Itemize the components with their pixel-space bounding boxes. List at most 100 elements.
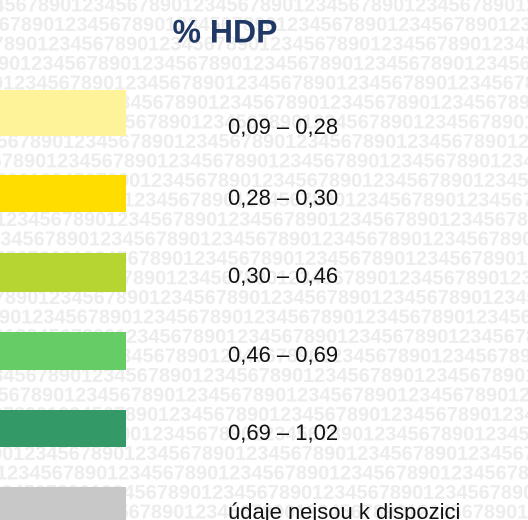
legend-title: % HDP xyxy=(173,13,278,49)
watermark-text: 1234567890 xyxy=(89,228,200,250)
watermark-text: 1234567890 xyxy=(311,228,422,250)
watermark-text: 1234567890 xyxy=(242,53,353,75)
watermark-text: 1234567890 xyxy=(312,482,423,504)
watermark-text: 1234567890 xyxy=(0,228,89,250)
watermark-text: 1234567890 xyxy=(260,287,371,309)
watermark-text: 1234567890 xyxy=(525,365,528,387)
watermark-text: 1234567890 xyxy=(217,209,328,231)
watermark-text: 1234567890 xyxy=(422,228,528,250)
watermark-text: 1234567890 xyxy=(234,189,345,211)
watermark-text: 1234567890 xyxy=(499,267,528,289)
legend-items: 0,09 – 0,28 0,28 – 0,30 0,30 – 0,46 0,46 – … xyxy=(0,90,460,520)
watermark-text: 1234567890 xyxy=(413,111,524,133)
watermark-text: 1234567890 xyxy=(218,462,329,484)
watermark-text: 1234567890 xyxy=(448,326,528,348)
watermark-text: 1234567890 xyxy=(37,33,148,55)
legend-swatch xyxy=(0,175,126,212)
watermark-text: 1234567890 xyxy=(209,345,320,367)
watermark-text: 1234567890 xyxy=(0,53,20,75)
watermark-text: 1234567890 xyxy=(491,404,528,426)
watermark-text: 1234567890 xyxy=(166,267,277,289)
watermark-text: 1234567890 xyxy=(46,150,157,172)
watermark-text: 1234567890 xyxy=(21,306,132,328)
watermark-text: 1234567890 xyxy=(294,248,405,270)
watermark-text: 1234567890 xyxy=(397,384,508,406)
watermark-text: 1234567890 xyxy=(0,209,106,231)
watermark-text: 1234567890 xyxy=(0,14,54,36)
watermark-text: 1234567890 xyxy=(482,287,528,309)
watermark-text: 1234567890 xyxy=(201,482,312,504)
watermark-text: 1234567890 xyxy=(405,248,516,270)
watermark-text: 1234567890 xyxy=(0,131,63,153)
watermark-text: 1234567890 xyxy=(13,443,124,465)
watermark-text: 1234567890 xyxy=(0,384,64,406)
watermark-text: 1234567890 xyxy=(362,170,473,192)
watermark-text: 1234567890 xyxy=(243,306,354,328)
watermark-text: 1234567890 xyxy=(371,287,482,309)
watermark-text: 1234567890 xyxy=(473,170,528,192)
watermark-text: 1234567890 xyxy=(192,365,303,387)
watermark-text: 1234567890 xyxy=(430,92,528,114)
watermark-text: 1234567890 xyxy=(149,287,260,309)
watermark-text: 1234567890 xyxy=(302,111,413,133)
watermark-text: 1234567890 xyxy=(235,443,346,465)
watermark-text: 1234567890 xyxy=(0,72,3,94)
legend-label: 0,28 – 0,30 xyxy=(228,185,338,210)
watermark-text: 1234567890 xyxy=(0,443,13,465)
watermark-text: 1234567890 xyxy=(295,501,406,520)
watermark-text: 1234567890 xyxy=(380,404,491,426)
watermark-text: 1234567890 xyxy=(20,53,131,75)
watermark-text: 1234567890 xyxy=(396,131,507,153)
watermark-text: 1234567890 xyxy=(0,365,81,387)
watermark-text: 1234567890 xyxy=(320,345,431,367)
watermark-text: 1234567890 xyxy=(114,72,225,94)
watermark-text: 1234567890 xyxy=(293,0,404,16)
watermark-text: 1234567890 xyxy=(0,33,37,55)
legend-swatch xyxy=(0,253,126,292)
watermark-text: 1234567890 xyxy=(54,14,165,36)
watermark-text: 1234567890 xyxy=(0,287,38,309)
watermark-text: 1234567890 xyxy=(0,306,21,328)
watermark-text: 1234567890 xyxy=(516,248,528,270)
watermark-text: 1234567890 xyxy=(447,72,528,94)
watermark-text: 1234567890 xyxy=(71,0,182,16)
watermark-text: 1234567890 xyxy=(515,0,528,16)
legend-label: údaje nejsou k dispozici xyxy=(228,499,460,520)
watermark-text: 1234567890 xyxy=(140,170,251,192)
watermark-text: 1234567890 xyxy=(268,150,379,172)
watermark-text: 1234567890 xyxy=(517,501,528,520)
watermark-text: 1234567890 xyxy=(226,326,337,348)
watermark-text: 1234567890 xyxy=(184,501,295,520)
watermark-text: 1234567890 xyxy=(508,384,528,406)
watermark-text: 1234567890 xyxy=(524,111,528,133)
watermark-text: 1234567890 xyxy=(498,14,528,36)
legend-label: 0,69 – 1,02 xyxy=(228,420,338,445)
watermark-text: 1234567890 xyxy=(353,53,464,75)
legend-swatch xyxy=(0,332,126,370)
legend-label: 0,30 – 0,46 xyxy=(228,263,338,288)
watermark-text: 1234567890 xyxy=(115,326,226,348)
watermark-text: 1234567890 xyxy=(106,209,217,231)
watermark-text: 1234567890 xyxy=(3,72,114,94)
legend-label: 0,46 – 0,69 xyxy=(228,342,338,367)
watermark-text: 1234567890 xyxy=(464,53,528,75)
watermark-text: 1234567890 xyxy=(336,72,447,94)
watermark-text: 1234567890 xyxy=(328,209,439,231)
watermark-text: 1234567890 xyxy=(200,228,311,250)
watermark-text: 1234567890 xyxy=(182,0,293,16)
watermark-text: 1234567890 xyxy=(0,0,71,16)
legend-swatch xyxy=(0,487,126,520)
watermark-text: 1234567890 xyxy=(439,209,528,231)
watermark-text: 1234567890 xyxy=(157,150,268,172)
watermark-text: 1234567890 xyxy=(174,131,285,153)
watermark-text: 1234567890 xyxy=(431,345,528,367)
watermark-text: 1234567890 xyxy=(457,443,528,465)
watermark-text: 1234567890 xyxy=(158,404,269,426)
watermark-text: 1234567890 xyxy=(0,150,46,172)
watermark-text: 1234567890 xyxy=(0,462,107,484)
watermark-text: 1234567890 xyxy=(363,423,474,445)
watermark-text: 1234567890 xyxy=(406,501,517,520)
watermark-text: 1234567890 xyxy=(354,306,465,328)
watermark-text: 1234567890 xyxy=(107,462,218,484)
watermark-text: 1234567890 xyxy=(191,111,302,133)
